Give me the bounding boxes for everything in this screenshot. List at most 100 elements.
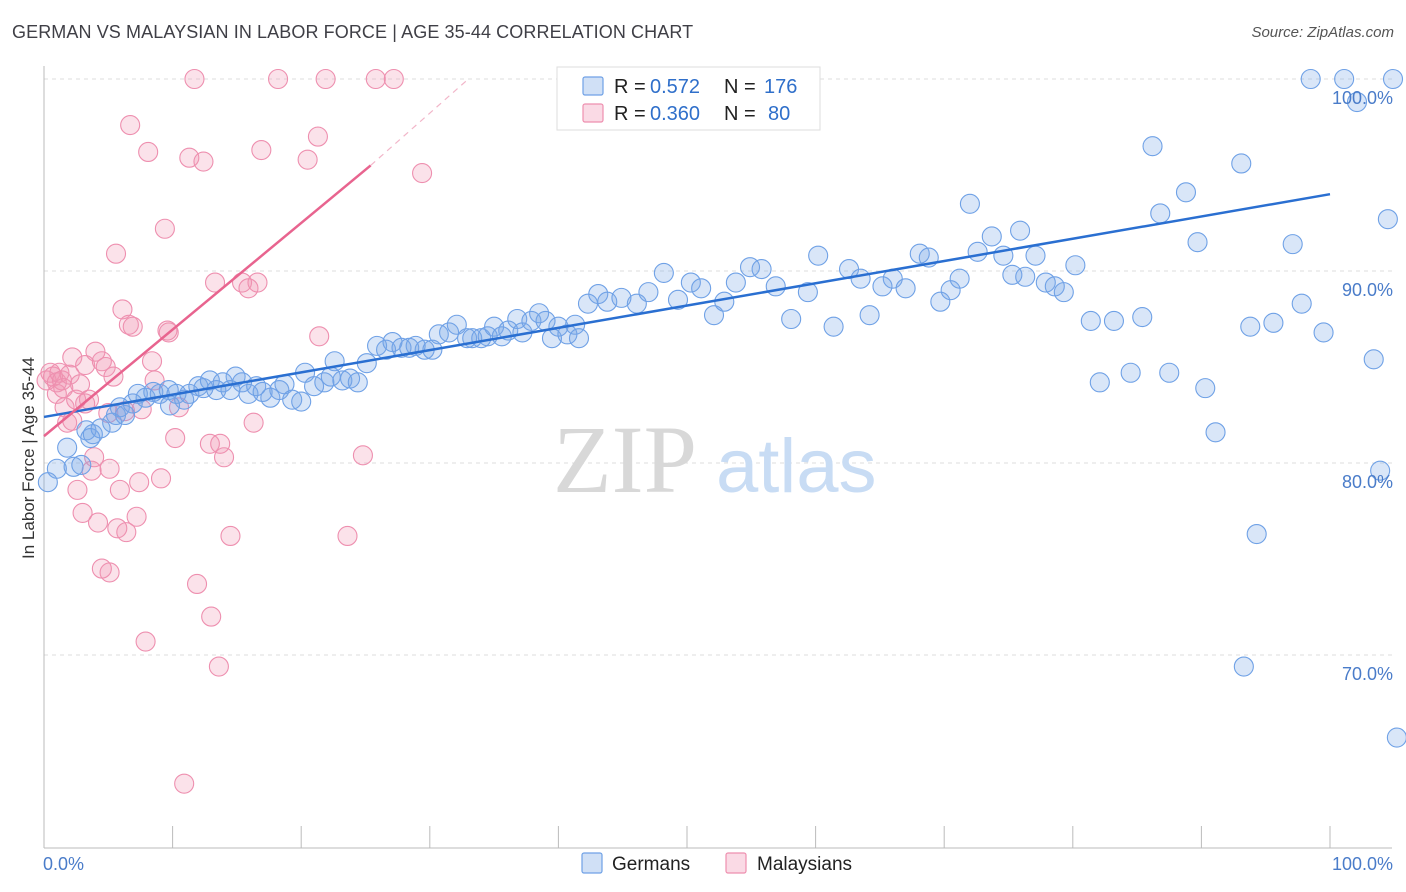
malaysian-point — [129, 472, 150, 493]
german-point — [568, 328, 590, 349]
german-point — [332, 370, 353, 391]
german-point — [1346, 91, 1368, 113]
malaysian-point — [309, 326, 330, 347]
malaysian-point — [210, 433, 231, 454]
malaysian-point — [208, 656, 229, 677]
malaysian-point — [315, 68, 336, 90]
malaysian-point — [201, 606, 222, 627]
malaysian-point — [186, 573, 208, 595]
german-point — [872, 276, 893, 297]
german-point — [1240, 316, 1261, 337]
german-point — [1187, 232, 1208, 253]
german-point — [446, 314, 467, 335]
malaysian-point — [268, 68, 289, 90]
watermark-zip: ZIP — [553, 406, 697, 513]
german-point — [1313, 322, 1334, 343]
malaysian-point — [126, 506, 147, 527]
y-tick-labels: 70.0% 80.0% 90.0% 100.0% — [1332, 88, 1393, 684]
german-point — [199, 370, 220, 391]
german-point — [46, 458, 67, 479]
legend-malaysian-swatch — [582, 103, 604, 123]
malaysian-point — [213, 447, 235, 468]
malaysian-point — [135, 631, 156, 652]
german-point — [1080, 310, 1101, 331]
german-point — [949, 268, 970, 289]
german-point — [823, 316, 844, 337]
german-point — [1246, 523, 1267, 545]
german-point — [930, 291, 951, 312]
german-point — [1132, 307, 1153, 328]
german-point — [1300, 68, 1321, 90]
malaysian-point — [138, 141, 159, 163]
german-point — [1015, 266, 1036, 287]
malaysian-point — [67, 479, 88, 500]
legend-german-swatch — [582, 76, 604, 96]
german-point — [680, 272, 701, 293]
y-tick-label-100: 100.0% — [1332, 88, 1393, 108]
german-point — [1263, 312, 1284, 333]
malaysian-point — [383, 68, 404, 90]
malaysian-point — [122, 316, 143, 337]
german-point — [1291, 293, 1312, 314]
german-point — [1334, 68, 1355, 90]
legend-german-r-label: R = — [614, 76, 646, 98]
malaysian-point — [109, 479, 130, 500]
german-point — [1053, 282, 1074, 303]
legend-malaysian-n-label: N = — [724, 103, 756, 125]
german-point — [691, 278, 712, 299]
german-point — [114, 404, 136, 426]
german-point — [90, 418, 111, 439]
german-point — [1089, 372, 1110, 393]
german-point — [1175, 182, 1197, 203]
malaysian-point — [165, 427, 186, 449]
malaysian-point — [247, 272, 268, 293]
german-point — [225, 366, 246, 387]
german-point — [1159, 362, 1180, 383]
malaysian-point — [157, 320, 178, 341]
y-tick-label-90: 90.0% — [1342, 280, 1393, 300]
german-point — [653, 262, 674, 283]
malaysian-point — [53, 378, 74, 399]
german-point — [781, 308, 802, 330]
german-point — [1282, 234, 1303, 255]
legend-malaysian-r: 0.360 — [650, 103, 700, 125]
german-point — [291, 391, 312, 412]
malaysian-point — [75, 355, 96, 376]
german-point — [304, 376, 325, 397]
german-point — [967, 241, 988, 262]
malaysian-trendline-extension — [370, 78, 469, 166]
legend-german-n-label: N = — [724, 76, 756, 98]
bottom-legend-malaysians-swatch — [725, 852, 747, 874]
german-point — [1142, 136, 1163, 157]
german-point — [57, 437, 78, 458]
german-point — [1103, 310, 1125, 331]
german-point — [638, 282, 659, 303]
german-point — [1120, 362, 1141, 383]
bottom-legend-germans-swatch — [581, 852, 603, 874]
german-point — [1370, 460, 1391, 481]
german-trendline — [43, 192, 1331, 419]
malaysian-point — [204, 272, 226, 293]
german-point — [1231, 153, 1252, 174]
german-point — [1377, 209, 1398, 230]
malaysian-point — [193, 151, 214, 172]
malaysian-point — [220, 525, 241, 547]
watermark-atlas: atlas — [716, 424, 877, 509]
malaysian-point — [116, 522, 137, 543]
german-point — [1233, 656, 1254, 677]
german-point — [428, 324, 449, 345]
german-point — [850, 268, 871, 289]
x-tick-label-max: 100.0% — [1332, 854, 1393, 874]
german-point — [1382, 68, 1404, 90]
malaysian-point — [72, 502, 93, 523]
malaysian-point — [62, 347, 83, 368]
german-point — [895, 278, 916, 299]
german-point — [521, 310, 542, 331]
german-point — [1386, 727, 1406, 748]
german-point — [1025, 245, 1046, 266]
malaysian-point — [243, 412, 264, 433]
legend-malaysian-n: 80 — [768, 103, 790, 125]
malaysian-point — [69, 374, 91, 395]
malaysian-point — [154, 218, 175, 239]
malaysian-point — [141, 351, 163, 372]
